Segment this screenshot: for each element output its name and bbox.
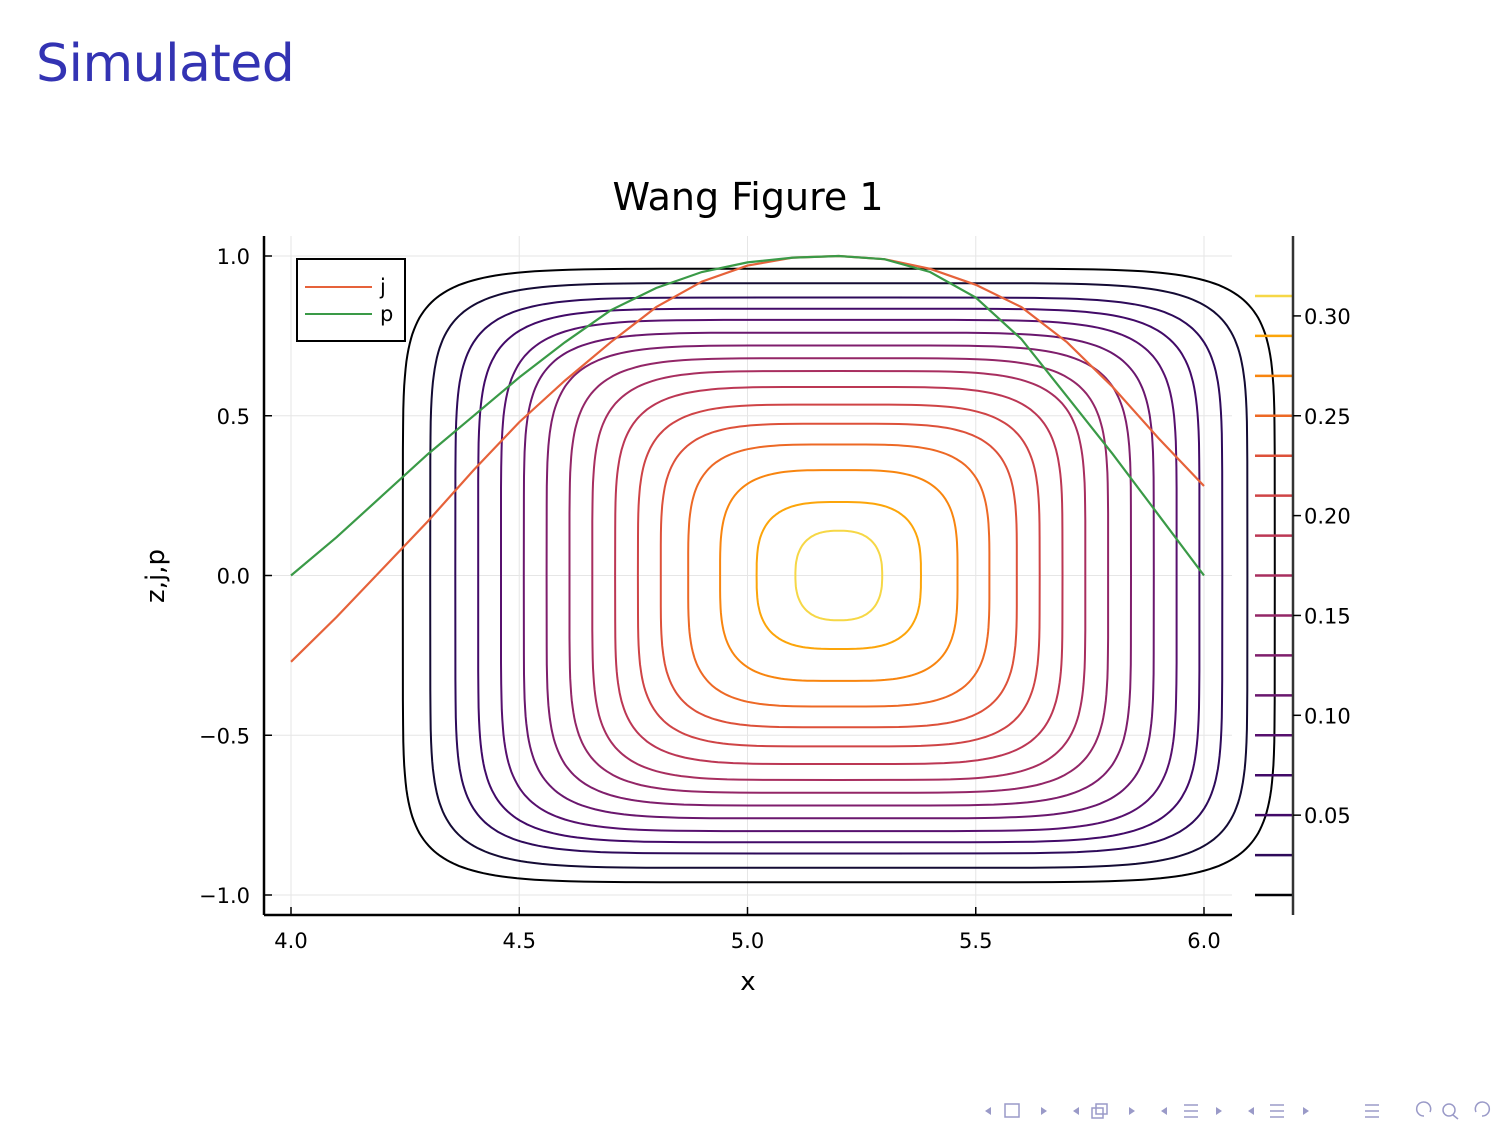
y-tick-label: 0.5 — [217, 405, 250, 429]
colorbar: 0.30 0.25 0.20 0.15 0.10 0.05 — [1255, 236, 1351, 915]
nav-frame-icon[interactable] — [1073, 1103, 1135, 1119]
y-tick-label: 0.0 — [217, 565, 250, 589]
contour-level — [719, 469, 959, 682]
chart-title: Wang Figure 1 — [613, 175, 884, 219]
contour-lines — [401, 267, 1276, 884]
contour-level — [659, 422, 1018, 729]
colorbar-tick-label: 0.15 — [1304, 604, 1351, 628]
x-ticks: 4.0 4.5 5.0 5.5 6.0 — [274, 907, 1221, 953]
x-axis-label: x — [740, 967, 755, 997]
y-tick-label: 1.0 — [217, 245, 250, 269]
contour-level — [401, 267, 1276, 884]
contour-level — [477, 307, 1201, 844]
nav-search-icon[interactable] — [1415, 1101, 1491, 1120]
contour-level — [454, 296, 1224, 855]
colorbar-tick-label: 0.30 — [1304, 305, 1351, 329]
y-tick-label: −1.0 — [199, 884, 250, 908]
legend: jp — [296, 258, 406, 342]
legend-box — [296, 258, 406, 342]
contour-level — [522, 331, 1155, 820]
colorbar-tick-label: 0.25 — [1304, 405, 1351, 429]
x-tick-label: 4.5 — [503, 929, 536, 953]
contour-level — [545, 344, 1133, 807]
nav-subsection-icon[interactable] — [1248, 1104, 1309, 1118]
series-line-j — [290, 254, 1205, 663]
colorbar-tick-label: 0.10 — [1304, 704, 1351, 728]
nav-first-icon[interactable] — [985, 1103, 1047, 1118]
x-tick-label: 6.0 — [1187, 929, 1220, 953]
y-ticks: 1.0 0.5 0.0 −0.5 −1.0 — [199, 245, 272, 908]
colorbar-tick-label: 0.20 — [1304, 505, 1351, 529]
x-tick-label: 5.5 — [959, 929, 992, 953]
slide-title: Simulated — [36, 34, 295, 94]
contour-level — [500, 318, 1178, 833]
series-line-p — [290, 254, 1205, 577]
contour-level — [614, 386, 1064, 765]
nav-section-icon[interactable] — [1161, 1104, 1222, 1118]
y-tick-label: −0.5 — [199, 724, 250, 748]
contour-level — [591, 369, 1087, 782]
contour-level — [794, 529, 884, 622]
nav-align-icon[interactable] — [1365, 1104, 1379, 1118]
legend-label-p: p — [380, 302, 393, 326]
series-lines — [290, 254, 1205, 663]
colorbar-tick-label: 0.05 — [1304, 804, 1351, 828]
contour-level — [429, 282, 1249, 869]
contour-level — [687, 443, 991, 708]
y-axis-label: z,j,p — [141, 549, 171, 603]
x-tick-label: 4.0 — [274, 929, 307, 953]
contour-level — [568, 357, 1110, 794]
legend-label-j: j — [379, 275, 386, 299]
contour-level — [636, 403, 1041, 748]
x-tick-label: 5.0 — [731, 929, 764, 953]
contour-level — [755, 501, 923, 650]
